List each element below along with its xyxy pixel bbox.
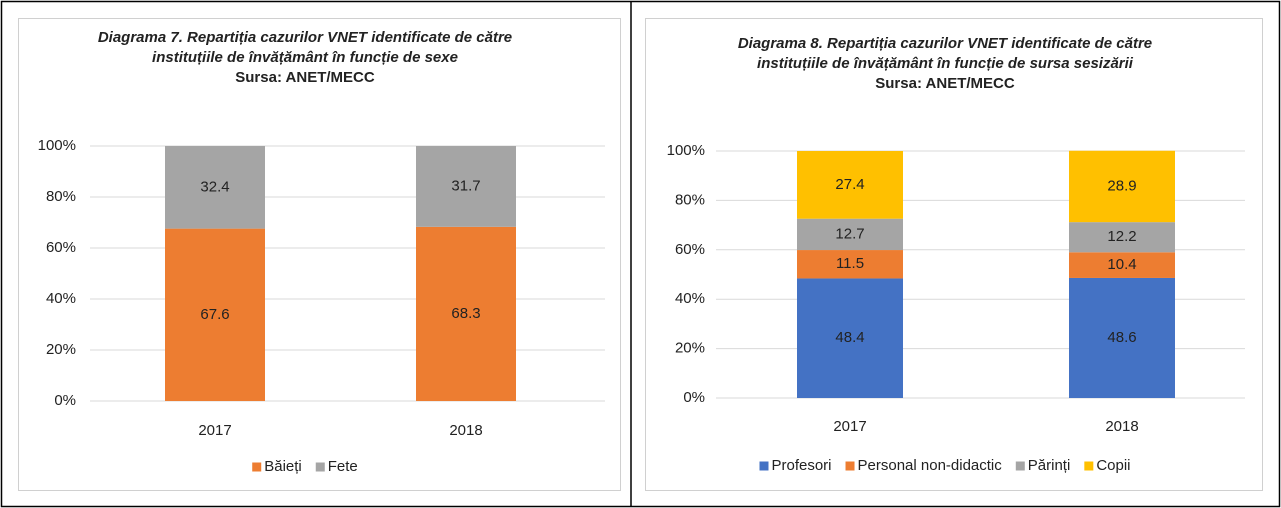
bar-segment bbox=[1069, 252, 1175, 278]
bar-segment bbox=[797, 218, 903, 251]
data-label: 27.4 bbox=[835, 176, 864, 193]
legend-label: Fete bbox=[328, 458, 358, 475]
bar-segment bbox=[165, 228, 265, 401]
bar-segment bbox=[797, 250, 903, 279]
y-tick-label: 0% bbox=[54, 392, 76, 409]
bar-segment bbox=[416, 146, 516, 227]
data-label: 68.3 bbox=[451, 305, 480, 322]
data-label: 48.4 bbox=[835, 329, 864, 346]
x-tick-label: 2017 bbox=[833, 418, 866, 435]
chart-title: Diagrama 8. Repartiția cazurilor VNET id… bbox=[738, 35, 1152, 52]
bar-segment bbox=[797, 278, 903, 398]
chart-source: Sursa: ANET/MECC bbox=[235, 69, 375, 86]
legend-label: Părinți bbox=[1028, 457, 1071, 474]
bar-segment bbox=[1069, 277, 1175, 398]
chart-title: instituțiile de învățământ în funcție de… bbox=[757, 55, 1134, 72]
data-label: 10.4 bbox=[1107, 256, 1136, 273]
chart-frame bbox=[18, 18, 621, 491]
y-tick-label: 100% bbox=[38, 137, 76, 154]
data-label: 48.6 bbox=[1107, 329, 1136, 346]
data-label: 12.2 bbox=[1107, 228, 1136, 245]
y-tick-label: 100% bbox=[667, 142, 705, 159]
y-tick-label: 80% bbox=[675, 191, 705, 208]
y-tick-label: 20% bbox=[675, 340, 705, 357]
y-tick-label: 20% bbox=[46, 341, 76, 358]
data-label: 67.6 bbox=[200, 306, 229, 323]
data-label: 11.5 bbox=[836, 255, 864, 272]
legend-swatch bbox=[1015, 461, 1025, 471]
legend-swatch bbox=[252, 462, 262, 472]
bar-segment bbox=[416, 226, 516, 401]
legend-swatch bbox=[315, 462, 325, 472]
data-label: 28.9 bbox=[1107, 177, 1136, 194]
y-tick-label: 40% bbox=[675, 290, 705, 307]
bar-segment bbox=[797, 151, 903, 219]
y-tick-label: 40% bbox=[46, 290, 76, 307]
x-tick-label: 2018 bbox=[449, 422, 482, 439]
legend-swatch bbox=[845, 461, 855, 471]
legend-swatch bbox=[1084, 461, 1094, 471]
legend-label: Profesori bbox=[771, 457, 831, 474]
legend-label: Personal non-didactic bbox=[858, 457, 1003, 474]
bar-segment bbox=[165, 146, 265, 229]
legend-label: Copii bbox=[1096, 457, 1130, 474]
x-tick-label: 2017 bbox=[198, 422, 231, 439]
chart-title: instituțiile de învățământ în funcție de… bbox=[152, 49, 458, 66]
data-label: 32.4 bbox=[200, 178, 229, 195]
data-label: 12.7 bbox=[835, 225, 864, 242]
legend-swatch bbox=[759, 461, 769, 471]
bar-segment bbox=[1069, 222, 1175, 253]
legend-label: Băieți bbox=[264, 458, 302, 475]
x-tick-label: 2018 bbox=[1105, 418, 1138, 435]
y-tick-label: 80% bbox=[46, 188, 76, 205]
chart-frame bbox=[645, 18, 1263, 491]
y-tick-label: 0% bbox=[683, 389, 705, 406]
chart-title: Diagrama 7. Repartiția cazurilor VNET id… bbox=[98, 29, 512, 46]
y-tick-label: 60% bbox=[675, 241, 705, 258]
bar-segment bbox=[1069, 150, 1175, 223]
y-tick-label: 60% bbox=[46, 239, 76, 256]
data-label: 31.7 bbox=[451, 177, 480, 194]
chart-source: Sursa: ANET/MECC bbox=[875, 75, 1015, 92]
